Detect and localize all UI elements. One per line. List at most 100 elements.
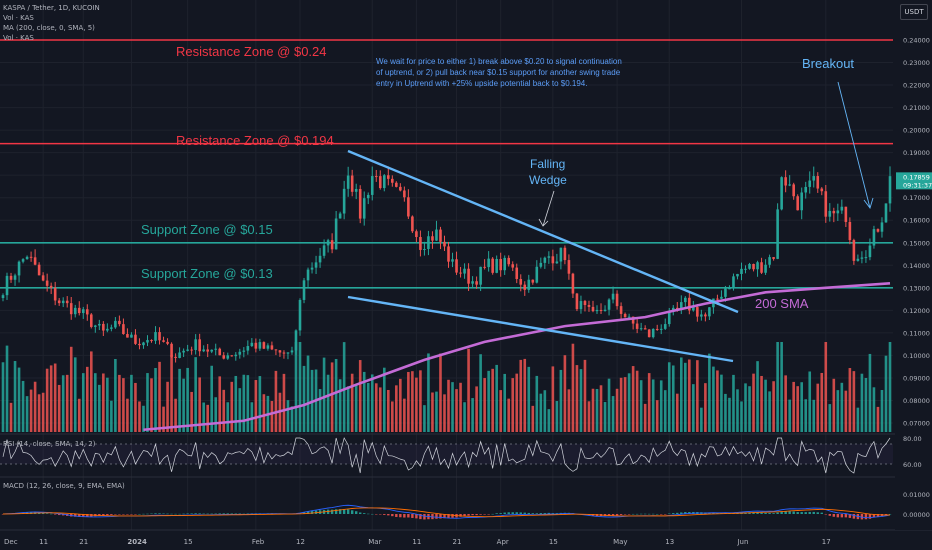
macd-histogram-bar [623,514,627,515]
volume-bar [439,353,442,432]
candle-body [194,339,197,350]
macd-histogram-bar [383,514,386,515]
macd-histogram-bar [531,513,534,514]
support-upper-label: Support Zone @ $0.15 [141,222,273,237]
macd-histogram-bar [78,514,81,517]
candles [1,166,892,363]
volume-bar [844,390,848,432]
candle-body [507,257,511,265]
volume-bar [198,377,201,432]
volume-bar [106,377,109,432]
macd-histogram-bar [230,513,233,514]
candle-body [836,210,840,214]
volume-bar [539,393,543,432]
macd-histogram-bar [643,513,647,515]
macd-histogram-bar [82,514,85,517]
sma-200-line [143,282,891,432]
volume-bar [888,342,892,432]
currency-button[interactable]: USDT [900,4,928,20]
candle-body [73,307,77,315]
price-tick-label: 0.24000 [903,37,930,45]
volume-bar [122,378,125,432]
candle-body [764,264,767,273]
candle-body [407,197,410,217]
volume-bar [65,374,69,432]
candle-body [230,355,234,357]
macd-histogram-bar [543,513,547,514]
volume-bar [559,369,563,432]
candle-body [852,240,856,261]
macd-histogram-bar [888,513,892,515]
macd-histogram-bar [338,509,342,514]
candle-body [832,210,836,214]
candle-body [258,342,262,349]
candle-body [736,273,739,277]
candle-body [45,280,49,286]
candle-body [9,275,13,280]
candle-body [246,346,250,351]
volume-bar [166,381,169,432]
volume-bar [29,389,33,432]
macd-histogram-bar [154,513,157,514]
macd-histogram-bar [495,513,498,514]
price-tick-label: 0.19000 [903,149,930,157]
breakout-pointer-arrow [837,81,871,209]
candle-body [455,259,458,273]
candle-body [226,355,230,359]
indicator-panes [0,433,932,531]
volume-bar [186,367,189,432]
volume-bar [688,359,691,432]
volume-bar [33,381,37,432]
annotation-labels: Resistance Zone @ $0.24 Resistance Zone … [3,44,854,490]
candle-body [350,175,354,192]
candle-body [519,278,523,285]
macd-histogram-bar [539,513,543,514]
macd-histogram-bar [423,514,426,520]
candle-body [511,264,515,268]
volume-bar [294,342,298,432]
macd-histogram-bar [684,512,687,514]
volume-bar [684,362,687,432]
macd-histogram-bar [800,512,803,514]
macd-histogram-bar [784,511,787,514]
candle-body [623,313,627,318]
candle-body [495,258,498,273]
candle-body [475,281,478,285]
candle-body [732,276,735,289]
price-tick-label: 0.21000 [903,104,930,112]
candle-body [487,258,490,268]
candle-body [748,263,751,269]
macd-histogram-bar [884,514,888,516]
macd-histogram-bar [672,513,675,514]
symbol-title: KASPA / Tether, 1D, KUCOIN [3,4,100,12]
macd-histogram-bar [379,514,382,515]
volume-bar [238,388,242,432]
volume-bar [94,373,97,432]
candle-body [667,311,671,325]
candle-body [724,288,727,297]
macd-histogram-bar [359,512,362,514]
candle-body [876,229,880,232]
candle-body [338,213,342,219]
volume-bar [627,373,631,432]
macd-histogram-bar [611,514,615,516]
candle-body [89,314,93,327]
macd-histogram-bar [447,514,450,519]
wedge-pointer-head [538,218,549,227]
volume-bar [547,409,551,432]
macd-histogram-bar [411,514,414,518]
volume-bar [246,375,250,432]
volume-bar [503,373,506,432]
macd-histogram-bar [371,513,374,515]
time-tick-label: 11 [412,538,421,546]
macd-histogram-bar [487,514,490,515]
candle-body [57,300,61,304]
macd-histogram-bar [443,514,446,519]
macd-histogram-bar [768,512,771,514]
volume-bar [848,368,852,432]
macd-histogram-bar [170,513,173,515]
volume-bar [17,367,21,432]
volume-bar [374,383,378,432]
volume-bar [73,357,77,432]
